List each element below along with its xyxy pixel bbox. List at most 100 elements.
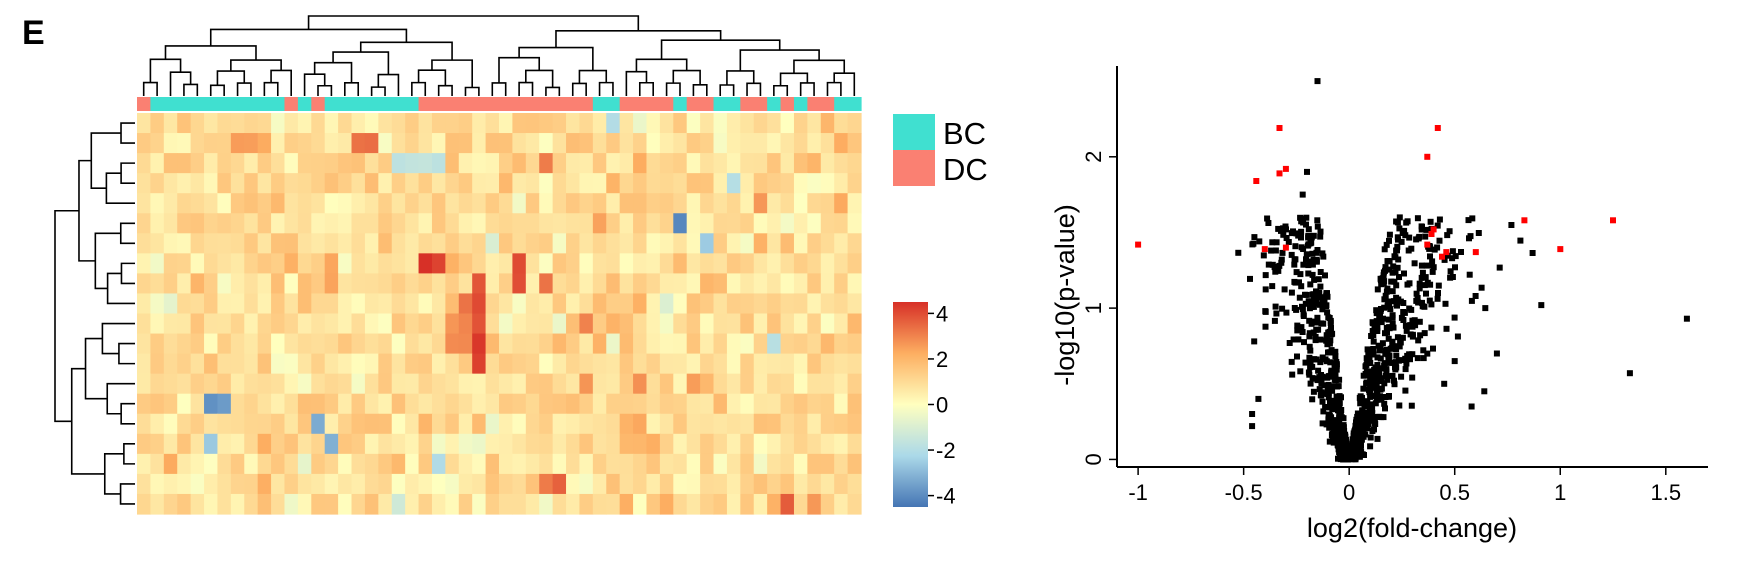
data-point bbox=[1316, 376, 1323, 383]
heatmap-cell bbox=[820, 373, 835, 395]
heatmap-cell bbox=[592, 193, 607, 214]
heatmap-cell bbox=[820, 173, 835, 194]
annotation-cell-dc bbox=[418, 97, 433, 111]
heatmap-cell bbox=[257, 453, 272, 475]
data-point bbox=[1436, 216, 1443, 223]
data-point bbox=[1300, 261, 1307, 268]
heatmap-cell bbox=[190, 473, 205, 495]
heatmap-cell bbox=[190, 373, 205, 395]
heatmap-cell bbox=[190, 153, 205, 174]
heatmap-cell bbox=[713, 273, 728, 295]
heatmap-cell bbox=[431, 233, 446, 254]
data-point bbox=[1420, 347, 1427, 354]
heatmap-cell bbox=[431, 453, 446, 475]
data-point bbox=[1402, 366, 1409, 373]
heatmap-cell bbox=[163, 453, 178, 475]
data-point bbox=[1338, 407, 1345, 413]
column-dendrogram-branch bbox=[746, 82, 762, 96]
data-point bbox=[1377, 355, 1384, 362]
data-point bbox=[1399, 334, 1406, 341]
heatmap-cell bbox=[177, 413, 192, 435]
heatmap-cell bbox=[700, 273, 715, 295]
data-point bbox=[1465, 217, 1472, 224]
heatmap-cell bbox=[525, 273, 540, 295]
heatmap-cell bbox=[807, 273, 822, 295]
heatmap-cell bbox=[579, 253, 594, 274]
data-point bbox=[1367, 377, 1374, 384]
heatmap-cell bbox=[807, 433, 822, 455]
data-point bbox=[1683, 315, 1690, 322]
data-point bbox=[1351, 428, 1358, 435]
heatmap-cell bbox=[431, 253, 446, 274]
heatmap-cell bbox=[378, 393, 393, 415]
heatmap-cell bbox=[753, 333, 768, 355]
data-point bbox=[1419, 299, 1425, 306]
annotation-cell-bc bbox=[351, 97, 366, 111]
color-scale-bar bbox=[893, 302, 928, 507]
heatmap-cell bbox=[780, 153, 795, 174]
data-point bbox=[1447, 268, 1454, 275]
heatmap-cell bbox=[485, 273, 500, 295]
heatmap-cell bbox=[378, 113, 393, 134]
heatmap-cell bbox=[230, 313, 245, 335]
heatmap-cell bbox=[364, 173, 379, 194]
data-point bbox=[1360, 420, 1367, 427]
heatmap-cell bbox=[713, 113, 728, 134]
heatmap-cell bbox=[673, 193, 688, 214]
heatmap-cell bbox=[137, 133, 152, 154]
annotation-cell-dc bbox=[525, 97, 540, 111]
heatmap-cell bbox=[351, 293, 366, 315]
heatmap-cell bbox=[150, 153, 165, 174]
heatmap-cell bbox=[499, 233, 514, 254]
heatmap-cell bbox=[472, 253, 487, 274]
heatmap-cell bbox=[807, 313, 822, 335]
data-point bbox=[1276, 262, 1283, 269]
data-point bbox=[1402, 232, 1409, 239]
data-point bbox=[1323, 421, 1330, 428]
heatmap-cell bbox=[297, 453, 312, 475]
data-point bbox=[1365, 351, 1372, 358]
heatmap-cell bbox=[338, 293, 353, 315]
y-tick-label: 1 bbox=[1081, 302, 1106, 314]
heatmap-cell bbox=[271, 353, 286, 375]
data-point bbox=[1314, 217, 1321, 224]
heatmap-cell bbox=[364, 433, 379, 455]
heatmap-cell bbox=[566, 453, 581, 475]
heatmap-cell bbox=[190, 193, 205, 214]
data-point bbox=[1332, 348, 1339, 355]
heatmap-cell bbox=[606, 173, 621, 194]
heatmap-cell bbox=[512, 293, 527, 315]
annotation-cell-bc bbox=[391, 97, 406, 111]
data-point bbox=[1381, 400, 1388, 407]
data-point bbox=[1376, 413, 1383, 420]
data-point bbox=[1288, 358, 1295, 365]
data-point bbox=[1369, 319, 1376, 326]
heatmap-cell bbox=[391, 393, 406, 415]
heatmap-cell bbox=[726, 273, 741, 295]
row-dendrogram-branch bbox=[119, 222, 135, 245]
heatmap-cell bbox=[271, 413, 286, 435]
heatmap-cell bbox=[431, 473, 446, 495]
heatmap-cell bbox=[512, 353, 527, 375]
heatmap-cell bbox=[472, 153, 487, 174]
heatmap-cell bbox=[458, 313, 473, 335]
heatmap-cell bbox=[378, 313, 393, 335]
heatmap-cell bbox=[834, 353, 849, 375]
heatmap-cell bbox=[525, 433, 540, 455]
heatmap-cell bbox=[378, 373, 393, 395]
heatmap-cell bbox=[150, 333, 165, 355]
heatmap-cell bbox=[485, 493, 500, 515]
heatmap-cell bbox=[311, 173, 326, 194]
heatmap-cell bbox=[177, 373, 192, 395]
column-dendrogram-branch bbox=[142, 81, 158, 96]
heatmap-cell bbox=[700, 233, 715, 254]
significant-point bbox=[1424, 241, 1431, 248]
heatmap-cell bbox=[338, 313, 353, 335]
heatmap-cell bbox=[673, 213, 688, 234]
heatmap-cell bbox=[820, 113, 835, 134]
data-point bbox=[1327, 337, 1334, 344]
data-point bbox=[1269, 283, 1276, 290]
heatmap-cell bbox=[713, 133, 728, 154]
data-point bbox=[1363, 425, 1370, 432]
column-dendrogram-branch bbox=[377, 73, 400, 96]
